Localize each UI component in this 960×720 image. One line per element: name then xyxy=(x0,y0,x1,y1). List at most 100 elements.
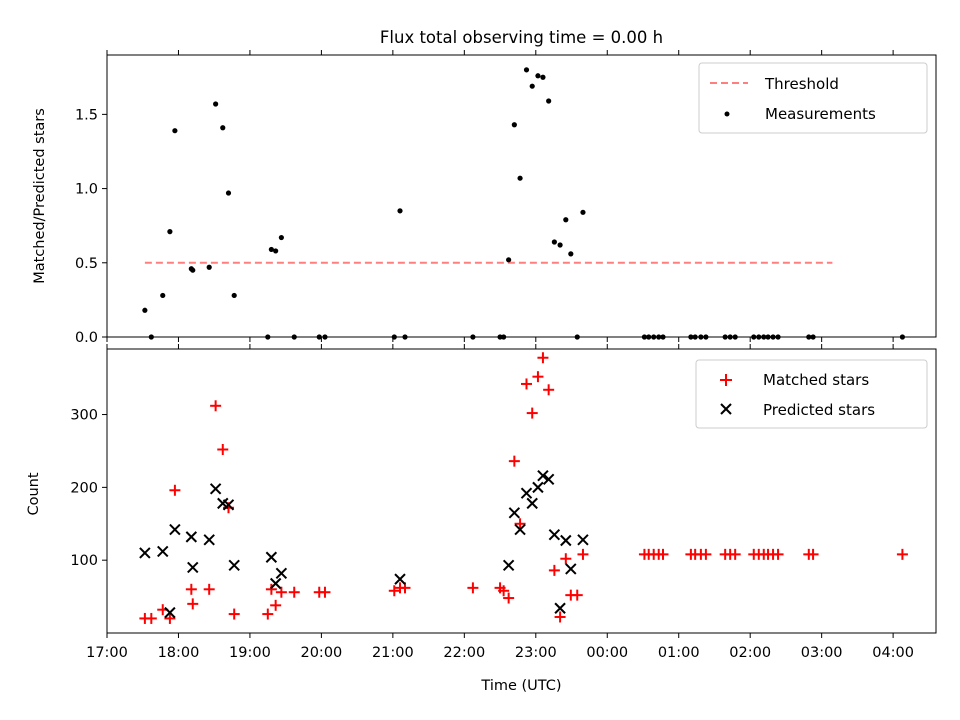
measurement-point xyxy=(574,334,580,340)
predicted-point xyxy=(209,483,222,495)
matched-point xyxy=(807,548,819,560)
bottom-plot-area xyxy=(139,352,908,624)
top-ylabel: Matched/Predicted stars xyxy=(32,108,48,284)
predicted-point-b xyxy=(526,497,538,510)
predicted-point-b xyxy=(502,559,515,571)
predicted-point-b xyxy=(209,483,222,495)
measurement-point xyxy=(506,257,512,263)
predicted-point xyxy=(222,499,235,511)
matched-point xyxy=(560,553,572,565)
top-legend-box xyxy=(698,62,928,134)
predicted-point-b xyxy=(577,534,589,546)
predicted-point-b xyxy=(203,534,215,546)
predicted-point xyxy=(394,573,406,585)
predicted-point-b xyxy=(537,470,549,482)
measurement-point xyxy=(751,334,757,340)
matched-point xyxy=(508,455,520,467)
x-tick-label: 20:00 xyxy=(300,645,342,661)
measurement-point xyxy=(535,73,541,79)
x-tick-label: 22:00 xyxy=(443,645,485,661)
measurement-point xyxy=(557,242,563,248)
measurement-point xyxy=(806,334,812,340)
predicted-point-b xyxy=(514,523,526,536)
predicted-point xyxy=(269,577,282,590)
x-tick-label: 21:00 xyxy=(372,645,414,661)
predicted-point xyxy=(169,523,181,536)
measurement-point xyxy=(391,334,397,340)
matched-point xyxy=(571,589,583,601)
measurement-point xyxy=(580,209,586,215)
matched-point xyxy=(399,582,411,594)
measurement-point xyxy=(511,122,517,128)
matched-point xyxy=(270,599,282,611)
predicted-point xyxy=(554,602,566,614)
x-tick-label: 23:00 xyxy=(515,645,557,661)
predicted-point-b xyxy=(275,567,288,579)
x-tick-label: 17:00 xyxy=(86,645,128,661)
predicted-point-b xyxy=(269,577,282,590)
measurement-point xyxy=(727,334,733,340)
predicted-point xyxy=(520,487,533,499)
predicted-point xyxy=(532,481,544,494)
top-axes-frame xyxy=(106,54,937,338)
predicted-point xyxy=(228,559,240,571)
measurement-point xyxy=(167,229,173,235)
measurement-point xyxy=(641,334,648,340)
matched-point xyxy=(265,583,277,595)
matched-point xyxy=(275,586,287,598)
matched-legend-label: Matched stars xyxy=(763,371,869,389)
matched-point xyxy=(169,484,181,496)
measurement-point xyxy=(517,175,523,181)
predicted-point xyxy=(542,473,555,486)
measurement-point xyxy=(551,239,557,245)
predicted-legend-marker xyxy=(720,403,732,415)
bottom-legend: Matched stars Predicted stars xyxy=(695,359,928,429)
measurement-point xyxy=(322,334,328,340)
measurement-point xyxy=(770,334,776,340)
matched-point xyxy=(526,407,538,419)
predicted-point xyxy=(203,534,215,546)
measurement-point xyxy=(546,98,552,104)
measurement-point xyxy=(148,334,154,340)
x-axis-label: Time (UTC) xyxy=(480,678,561,694)
predicted-point-b xyxy=(169,523,181,536)
x-tick-label: 04:00 xyxy=(872,645,914,661)
predicted-point xyxy=(508,507,521,519)
matched-point xyxy=(548,564,560,576)
matched-point xyxy=(521,378,533,390)
matched-point xyxy=(203,583,215,595)
predicted-point-b xyxy=(222,499,235,511)
predicted-point-b xyxy=(542,473,555,486)
measurement-point xyxy=(501,334,507,340)
matched-point xyxy=(700,548,712,560)
measurement-point xyxy=(529,83,535,89)
predicted-legend-label: Predicted stars xyxy=(763,401,875,419)
top-legend: Threshold Measurements xyxy=(698,62,928,134)
measurement-point xyxy=(265,334,271,340)
predicted-point xyxy=(548,528,561,541)
measurement-point xyxy=(206,264,212,270)
predicted-point-b xyxy=(217,497,229,510)
measurement-point xyxy=(268,246,274,253)
predicted-point xyxy=(187,561,199,574)
measurement-point xyxy=(651,334,657,340)
measurement-point xyxy=(172,128,178,134)
predicted-point-b xyxy=(164,606,176,619)
predicted-point-b xyxy=(228,559,240,571)
matched-point xyxy=(288,586,300,598)
measurement-point xyxy=(470,334,476,340)
measurement-point xyxy=(660,334,666,340)
matched-point xyxy=(164,612,176,624)
measurement-point xyxy=(563,217,569,223)
x-tick-label: 03:00 xyxy=(801,645,843,661)
predicted-point-b xyxy=(565,563,577,575)
measurement-point xyxy=(646,334,652,340)
matched-point xyxy=(514,518,526,530)
predicted-point-b xyxy=(139,547,151,559)
measurement-point xyxy=(291,334,297,340)
measurement-point xyxy=(190,267,196,273)
threshold-legend-label: Threshold xyxy=(764,75,839,93)
y-tick-label: 0.5 xyxy=(75,256,98,272)
matched-point xyxy=(657,548,669,560)
